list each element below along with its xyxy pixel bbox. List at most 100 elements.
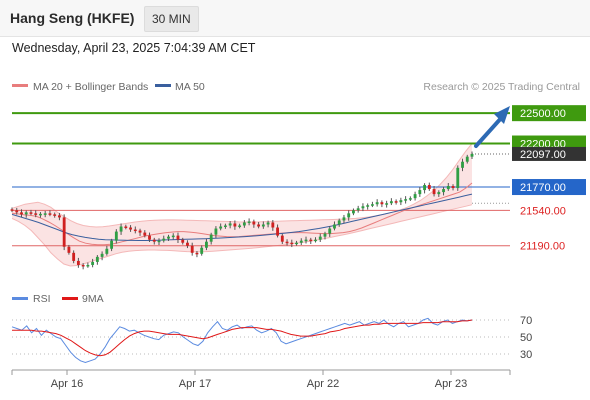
candle-body: [271, 222, 275, 228]
candle-body: [95, 256, 99, 262]
candle-body: [162, 238, 166, 241]
level-label-21540: 21540.00: [520, 205, 566, 217]
candle-body: [110, 240, 114, 249]
candle-body: [404, 199, 408, 201]
level-tag-label: 22500.00: [520, 108, 566, 120]
candle-body: [200, 247, 204, 254]
datetime-label: Wednesday, April 23, 2025 7:04:39 AM CET: [12, 41, 256, 55]
candle-body: [470, 153, 474, 157]
ma9-legend-label: 9MA: [82, 293, 104, 305]
candle-body: [442, 189, 445, 193]
candle-body: [247, 221, 251, 223]
candle-body: [375, 202, 379, 205]
instrument-title: Hang Seng (HKFE): [10, 10, 135, 26]
projection-arrow: [474, 106, 510, 148]
rsi-level-50: 50: [520, 332, 532, 344]
x-tick-label: Apr 17: [179, 378, 211, 390]
bollinger-bands: [11, 143, 473, 267]
candle-body: [39, 213, 42, 216]
level-tag-22500: [512, 105, 586, 122]
candle-body: [451, 186, 455, 189]
last-price-label: 22097.00: [520, 149, 566, 161]
ma9-legend-swatch: [62, 297, 78, 300]
ma20-legend-swatch: [12, 84, 28, 87]
ma50-legend-label: MA 50: [175, 81, 205, 93]
candle-body: [143, 232, 147, 236]
candle-body: [456, 167, 460, 189]
candle-body: [257, 224, 261, 227]
candle-body: [100, 253, 104, 257]
candle-body: [423, 185, 426, 191]
candle-body: [53, 214, 57, 216]
candle-body: [209, 234, 213, 242]
candle-body: [133, 229, 137, 232]
ma50-legend-swatch: [155, 84, 171, 87]
candle-body: [285, 241, 289, 244]
candle-body: [328, 228, 332, 234]
candle-body: [167, 236, 170, 239]
candle-body: [228, 223, 232, 226]
level-tag-21770: [512, 179, 586, 196]
candle-body: [24, 212, 28, 215]
timeframe-button[interactable]: 30 MIN: [144, 6, 199, 32]
candle-body: [81, 264, 85, 267]
candle-body: [366, 205, 370, 207]
candlesticks: [10, 151, 474, 270]
ma20-legend-label: MA 20 + Bollinger Bands: [33, 81, 148, 93]
candle-body: [148, 235, 151, 240]
candle-body: [356, 208, 360, 211]
rsi-legend-label: RSI: [33, 293, 51, 305]
candle-body: [394, 201, 398, 203]
candle-body: [385, 203, 389, 205]
candle-body: [290, 242, 294, 245]
candle-body: [432, 189, 436, 195]
candle-body: [129, 227, 132, 230]
candle-body: [299, 240, 303, 243]
candle-body: [72, 252, 76, 261]
candle-body: [29, 212, 33, 214]
candle-body: [342, 217, 346, 221]
candle-body: [361, 206, 365, 209]
candle-body: [418, 190, 422, 195]
candle-body: [233, 223, 237, 227]
candle-body: [10, 209, 14, 211]
candle-body: [157, 240, 161, 243]
candle-body: [91, 261, 95, 265]
candle-body: [58, 215, 61, 218]
candle-body: [86, 264, 90, 267]
candle-body: [138, 230, 142, 233]
candle-body: [304, 239, 308, 242]
candle-body: [309, 239, 313, 242]
moving-averages: [11, 182, 473, 246]
candle-body: [461, 161, 464, 168]
candle-body: [333, 224, 336, 229]
candle-body: [370, 204, 374, 206]
rsi-line: [11, 317, 473, 364]
rsi-legend-swatch: [12, 297, 28, 300]
candle-body: [252, 221, 256, 225]
candle-body: [242, 222, 246, 226]
candle-body: [219, 226, 223, 229]
level-tag-label: 21770.00: [520, 182, 566, 194]
candle-body: [380, 202, 384, 205]
level-tags: 22500.0022200.0021770.0021540.0021190.00…: [512, 105, 586, 253]
level-label-21190: 21190.00: [520, 241, 565, 253]
candle-body: [347, 213, 351, 218]
candle-body: [62, 217, 66, 247]
candle-body: [465, 156, 469, 162]
candle-body: [205, 241, 208, 248]
candle-body: [389, 201, 393, 204]
candle-body: [266, 222, 270, 225]
rsi-lines: [11, 317, 473, 364]
candle-body: [176, 235, 180, 240]
candle-body: [314, 239, 317, 242]
last-price-tag: [512, 146, 586, 161]
header-bar: [0, 0, 590, 37]
credit-label: Research © 2025 Trading Central: [423, 81, 580, 93]
level-lines: [12, 112, 510, 247]
candle-body: [152, 239, 156, 242]
candle-body: [190, 245, 194, 253]
candle-body: [318, 236, 322, 240]
candle-body: [48, 213, 52, 215]
